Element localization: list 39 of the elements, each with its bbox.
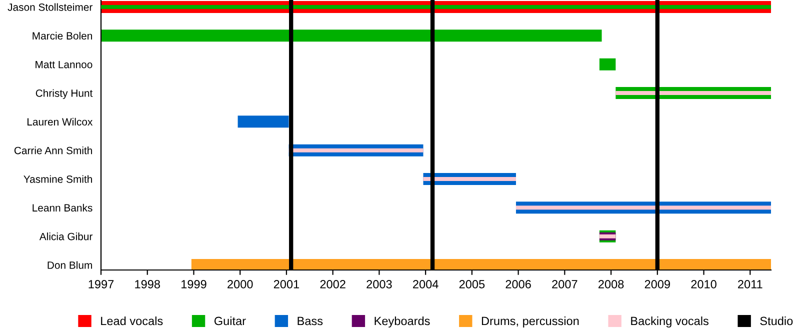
legend-label: Keyboards xyxy=(374,316,430,328)
y-tick-label: Matt Lannoo xyxy=(36,60,92,68)
x-tick-label: 2007 xyxy=(552,280,578,288)
y-tick-label: Lauren Wilcox xyxy=(28,118,93,126)
y-tick-label: Marcie Bolen xyxy=(32,32,92,40)
bar xyxy=(101,30,602,42)
x-tick-label: 2008 xyxy=(598,280,624,288)
x-tick-label: 2010 xyxy=(691,280,716,288)
x-tick-label: 2003 xyxy=(366,280,392,288)
legend-label: Bass xyxy=(298,316,323,326)
y-tick-label: Christy Hunt xyxy=(36,89,93,99)
x-tick-label: 1999 xyxy=(182,280,206,288)
bar xyxy=(423,176,516,182)
x-tick-label: 2004 xyxy=(413,280,438,288)
legend-label: Lead vocals xyxy=(101,316,163,326)
legend-label: Guitar xyxy=(214,316,246,326)
legend-label: Drums, percussion xyxy=(482,316,579,328)
legend-label: Backing vocals xyxy=(631,316,708,328)
y-tick-label: Alicia Gibur xyxy=(39,232,92,240)
bar xyxy=(191,258,771,270)
bar xyxy=(238,116,289,128)
x-tick-label: 2009 xyxy=(644,280,670,288)
bar xyxy=(516,206,771,210)
x-tick-label: 2011 xyxy=(738,280,762,288)
x-tick-label: 1997 xyxy=(88,280,114,288)
x-tick-label: 2001 xyxy=(274,280,300,288)
y-tick-label: Jason Stollsteimer xyxy=(8,3,92,11)
y-tick-label: Yasmine Smith xyxy=(24,175,92,183)
bar xyxy=(599,58,616,70)
x-tick-label: 2000 xyxy=(228,280,253,288)
x-tick-label: 2006 xyxy=(506,280,531,288)
y-tick-label: Carrie Ann Smith xyxy=(14,146,92,154)
x-tick-label: 2002 xyxy=(320,280,346,288)
y-tick-label: Don Blum xyxy=(48,261,92,269)
legend-label: Studio xyxy=(760,316,793,326)
x-tick-label: 1998 xyxy=(135,280,160,288)
y-tick-label: Leann Banks xyxy=(32,204,92,212)
bar xyxy=(616,90,771,96)
x-tick-label: 2005 xyxy=(459,280,485,288)
